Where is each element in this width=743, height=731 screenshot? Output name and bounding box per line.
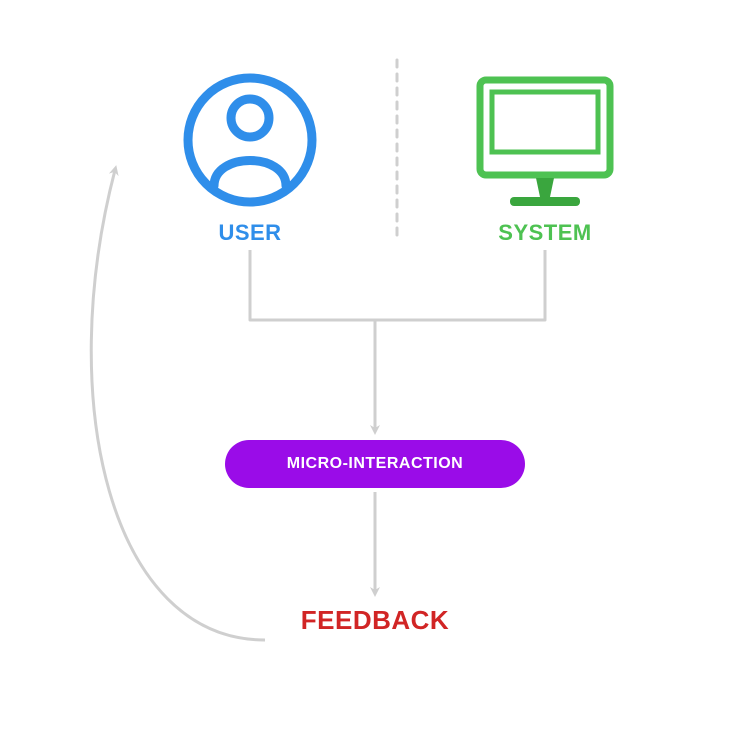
- system-label: SYSTEM: [470, 220, 620, 246]
- micro-interaction-label: MICRO-INTERACTION: [287, 455, 463, 473]
- user-connector: [250, 250, 375, 320]
- diagram-canvas: USER SYSTEM MICRO-INTERACTION FEEDBACK: [0, 0, 743, 731]
- micro-interaction-node: MICRO-INTERACTION: [225, 440, 525, 488]
- user-label: USER: [180, 220, 320, 246]
- user-icon: [188, 78, 312, 202]
- system-icon: [480, 80, 610, 206]
- system-connector: [375, 250, 545, 320]
- feedback-label: FEEDBACK: [275, 605, 475, 636]
